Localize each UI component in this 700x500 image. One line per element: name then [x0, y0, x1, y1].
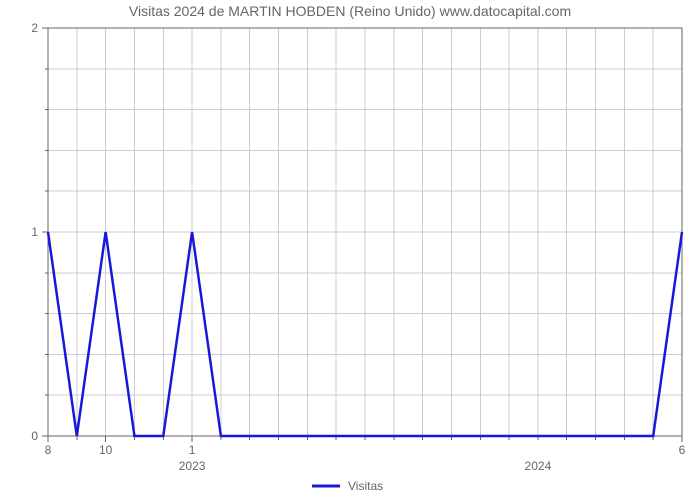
- y-tick-label: 0: [31, 429, 38, 443]
- legend-label: Visitas: [348, 479, 383, 493]
- chart-svg: Visitas 2024 de MARTIN HOBDEN (Reino Uni…: [0, 0, 700, 500]
- x-tick-label: 8: [45, 443, 52, 457]
- x-tick-label: 10: [99, 443, 113, 457]
- x-year-label: 2023: [179, 459, 206, 473]
- y-axis-ticks: 0 1 2: [31, 21, 48, 443]
- y-tick-label: 2: [31, 21, 38, 35]
- chart-title: Visitas 2024 de MARTIN HOBDEN (Reino Uni…: [129, 3, 571, 19]
- x-year-label: 2024: [525, 459, 552, 473]
- x-tick-label: 6: [679, 443, 686, 457]
- legend: Visitas: [312, 479, 383, 493]
- x-axis-ticks: 8 10 1 6 2023 2024: [45, 436, 686, 473]
- grid: [48, 28, 682, 436]
- x-tick-label: 1: [189, 443, 196, 457]
- chart-container: Visitas 2024 de MARTIN HOBDEN (Reino Uni…: [0, 0, 700, 500]
- y-tick-label: 1: [31, 225, 38, 239]
